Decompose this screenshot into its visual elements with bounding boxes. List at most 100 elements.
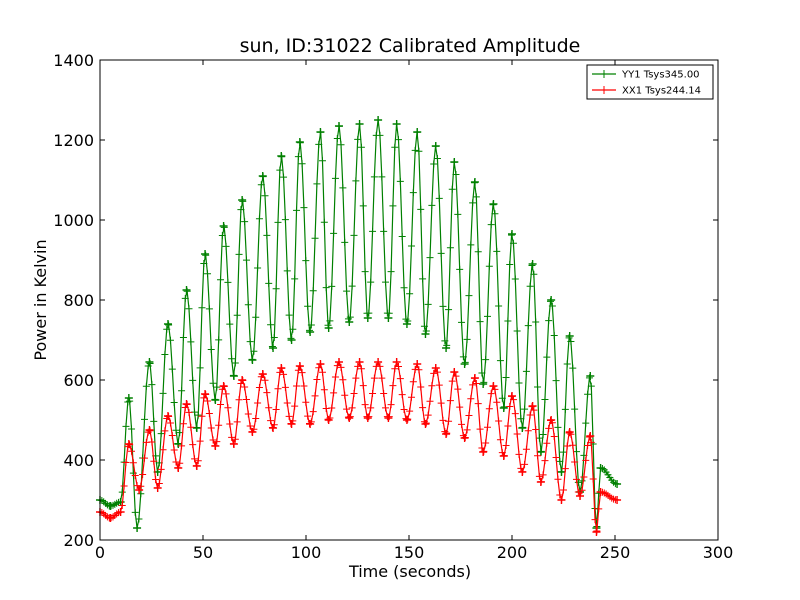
data-point xyxy=(508,230,516,238)
data-point xyxy=(384,414,393,422)
x-tick-label: 300 xyxy=(703,543,734,562)
data-point xyxy=(316,360,325,368)
data-point xyxy=(192,424,201,432)
data-point xyxy=(124,440,133,448)
data-point xyxy=(536,448,545,456)
legend-entry: YY1 Tsys345.00 xyxy=(621,70,700,81)
data-point xyxy=(269,344,278,352)
y-tick-label: 800 xyxy=(63,291,94,310)
data-point xyxy=(547,296,556,304)
legend-marker xyxy=(600,70,608,78)
data-point xyxy=(201,390,210,398)
data-point xyxy=(145,426,154,434)
series-layer xyxy=(96,116,622,536)
data-point xyxy=(374,116,383,124)
data-point xyxy=(508,392,516,400)
data-point xyxy=(182,286,191,294)
data-point xyxy=(431,142,440,150)
data-point xyxy=(324,416,333,424)
data-point xyxy=(565,332,574,340)
data-point xyxy=(374,358,383,366)
data-point xyxy=(334,358,343,366)
x-axis-label: Time (seconds) xyxy=(348,562,471,581)
data-point xyxy=(211,396,220,404)
data-point xyxy=(392,358,401,366)
data-point xyxy=(295,138,304,146)
data-point xyxy=(363,314,372,322)
data-point xyxy=(402,416,411,424)
data-point xyxy=(116,498,125,506)
data-point xyxy=(135,486,144,494)
data-point xyxy=(219,382,228,390)
data-point xyxy=(269,424,278,432)
data-point xyxy=(258,370,267,378)
data-point xyxy=(324,324,333,332)
data-point xyxy=(431,364,440,372)
series-0 xyxy=(96,116,622,532)
y-axis-label: Power in Kelvin xyxy=(31,239,50,360)
data-point xyxy=(499,452,508,460)
data-point xyxy=(421,420,430,428)
x-tick-label: 200 xyxy=(497,543,528,562)
data-point xyxy=(413,128,422,136)
y-tick-label: 200 xyxy=(63,531,94,550)
data-point xyxy=(536,478,545,486)
data-point xyxy=(248,428,257,436)
legend-marker xyxy=(600,86,608,94)
data-point xyxy=(413,360,422,368)
data-point xyxy=(402,320,411,328)
data-point xyxy=(392,120,401,128)
data-point xyxy=(182,400,191,408)
chart-title: sun, ID:31022 Calibrated Amplitude xyxy=(240,35,581,57)
data-point xyxy=(613,496,622,504)
data-point xyxy=(460,434,469,442)
data-point xyxy=(489,200,498,208)
data-point xyxy=(518,468,527,476)
data-point xyxy=(174,464,183,472)
x-tick-label: 250 xyxy=(600,543,631,562)
data-point xyxy=(442,430,451,438)
data-point xyxy=(479,380,488,388)
data-point xyxy=(345,414,354,422)
data-point xyxy=(384,314,393,322)
data-point xyxy=(557,496,566,504)
data-point xyxy=(596,488,605,496)
data-point xyxy=(450,368,459,376)
data-point xyxy=(287,420,296,428)
data-point xyxy=(470,178,479,186)
data-point xyxy=(163,320,172,328)
data-point xyxy=(557,468,566,476)
data-point xyxy=(421,330,430,338)
data-point xyxy=(334,122,343,130)
data-point xyxy=(363,414,372,422)
y-tick-label: 1200 xyxy=(53,131,94,150)
data-point xyxy=(528,260,537,268)
data-point xyxy=(306,420,315,428)
data-point xyxy=(219,222,228,230)
data-point xyxy=(316,128,325,136)
legend-entry: XX1 Tsys244.14 xyxy=(622,86,701,97)
y-tick-label: 1000 xyxy=(53,211,94,230)
data-point xyxy=(295,362,304,370)
series-1 xyxy=(96,358,622,536)
data-point xyxy=(124,394,133,402)
data-point xyxy=(238,376,247,384)
data-point xyxy=(596,464,605,472)
y-tick-label: 400 xyxy=(63,451,94,470)
data-point xyxy=(116,508,125,516)
data-point xyxy=(277,152,286,160)
data-point xyxy=(345,318,354,326)
data-point xyxy=(528,402,537,410)
data-point xyxy=(153,484,162,492)
data-point xyxy=(163,412,172,420)
data-point xyxy=(229,372,238,380)
data-point xyxy=(201,250,210,258)
data-point xyxy=(355,358,364,366)
x-tick-label: 150 xyxy=(394,543,425,562)
data-point xyxy=(518,424,527,432)
data-point xyxy=(133,524,142,532)
data-point xyxy=(499,404,508,412)
y-tick-label: 1400 xyxy=(53,51,94,70)
data-point xyxy=(106,514,115,522)
